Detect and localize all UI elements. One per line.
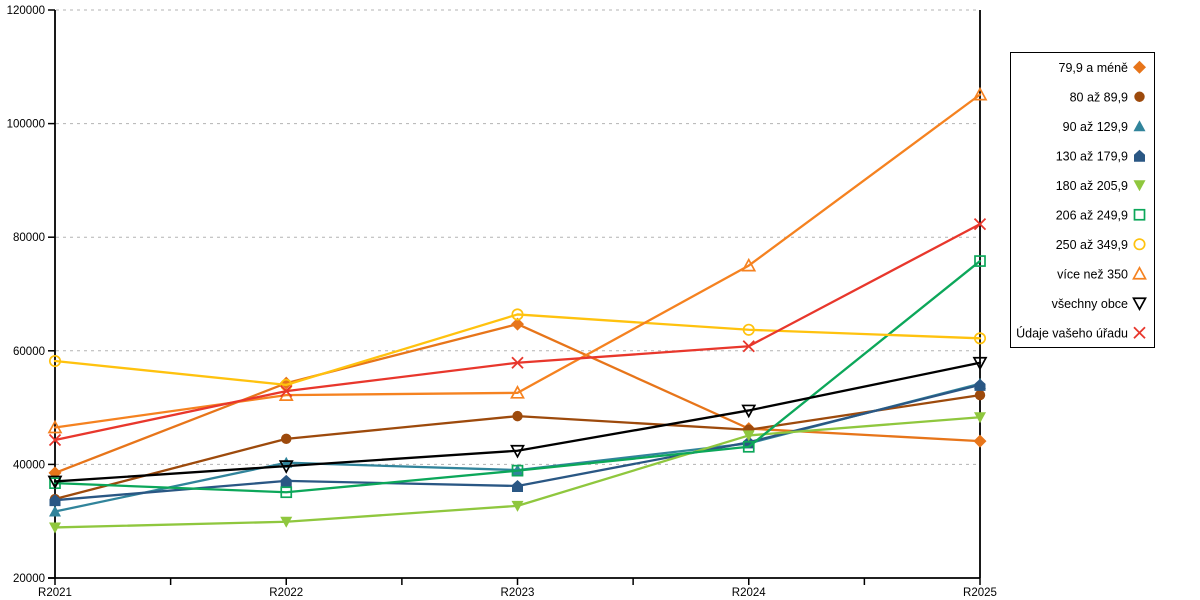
series-line-7 [53,313,982,387]
data-point [280,516,293,528]
data-point [974,255,986,267]
series-line-6 [53,259,982,494]
data-point [742,323,755,336]
data-point [49,494,61,507]
data-point [511,308,524,321]
legend-label: 79,9 a méně [1059,61,1129,75]
legend-marker-pentagon [1134,149,1145,162]
data-point [972,356,988,371]
legend-marker-triangle-down [1132,297,1147,312]
data-point [512,410,523,422]
data-point [741,404,757,419]
legend-label: více než 350 [1057,267,1128,281]
data-point [49,505,61,517]
legend-marker-diamond [1133,60,1146,74]
data-point [278,460,294,474]
legend-label: 206 až 249,9 [1056,208,1128,222]
legend-label: Údaje vašeho úřadu [1016,325,1128,340]
y-axis-label: 100000 [7,119,45,131]
data-point [973,217,987,231]
legend-marker-triangle-up [1132,265,1147,280]
y-axis-label: 20000 [13,573,45,585]
data-point [973,332,987,345]
legend-marker-triangle-up [1133,120,1146,132]
x-axis-label: R2021 [38,587,72,599]
y-axis-label: 80000 [13,232,45,244]
y-axis-label: 40000 [13,459,45,471]
data-point [280,474,292,487]
data-point [511,317,524,331]
x-axis-label: R2025 [963,587,997,599]
data-point [974,412,986,424]
data-point [510,444,525,459]
data-point [48,433,62,447]
data-point [742,430,755,442]
legend-label: všechny obce [1052,297,1128,311]
x-axis-label: R2022 [269,587,303,599]
data-point [512,479,523,492]
legend-label: 180 až 205,9 [1056,179,1128,193]
data-point [742,340,755,353]
legend-marker-circle [1133,238,1146,251]
data-point [510,385,525,399]
legend-marker-x [1133,326,1146,339]
data-point [511,464,524,477]
y-axis-label: 120000 [7,5,45,17]
x-axis-label: R2024 [732,587,766,599]
data-point [973,434,987,448]
data-point [974,378,986,391]
data-point [280,486,293,499]
legend-label: 130 až 179,9 [1056,149,1128,163]
series-line-8 [53,93,982,429]
data-point [511,500,524,512]
data-point [280,384,293,398]
data-point [972,86,988,101]
legend-label: 90 až 129,9 [1063,120,1128,134]
legend-label: 80 až 89,9 [1070,90,1128,104]
x-axis-label: R2023 [501,587,535,599]
data-point [49,522,61,534]
data-point [47,419,63,434]
legend-marker-circle [1134,91,1145,102]
data-point [47,475,63,490]
y-axis-label: 60000 [13,346,45,358]
data-point [974,389,986,401]
series-line-3 [53,382,982,513]
legend-box [1010,52,1155,348]
series-line-9 [53,361,982,483]
legend-marker-triangle-down [1133,180,1146,192]
data-point [48,354,62,368]
data-point [741,257,757,272]
data-point [511,356,524,369]
data-point [281,433,292,445]
legend-marker-square [1133,208,1146,221]
data-point [742,440,755,453]
legend-label: 250 až 349,9 [1056,238,1128,252]
